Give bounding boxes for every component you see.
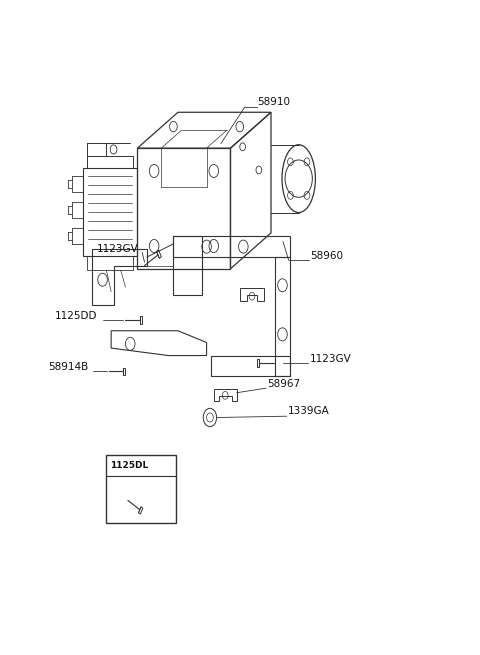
Text: 58960: 58960: [310, 251, 343, 261]
Bar: [107, 455, 176, 523]
Text: 1123GV: 1123GV: [97, 244, 139, 254]
Text: 58967: 58967: [267, 379, 300, 388]
Text: 58910: 58910: [257, 98, 290, 107]
Text: 1125DL: 1125DL: [110, 460, 148, 470]
Text: 58914B: 58914B: [48, 362, 88, 371]
Text: 1339GA: 1339GA: [288, 406, 329, 416]
Text: 1123GV: 1123GV: [310, 354, 352, 364]
Text: 1125DD: 1125DD: [55, 310, 97, 321]
